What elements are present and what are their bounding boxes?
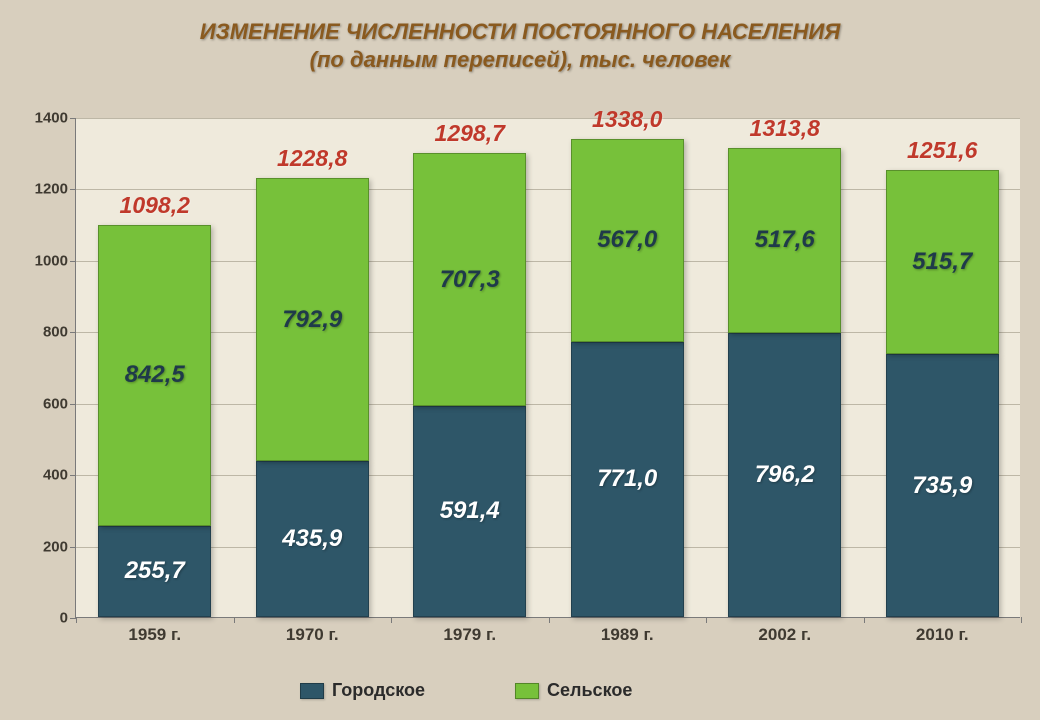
bar-segment-urban: 591,4 bbox=[413, 406, 526, 617]
xtick-mark bbox=[549, 617, 550, 623]
xtick-mark bbox=[706, 617, 707, 623]
plot-area: 0200400600800100012001400255,7842,51098,… bbox=[75, 118, 1020, 618]
bar-value-urban: 435,9 bbox=[282, 525, 342, 553]
bar-value-rural: 842,5 bbox=[125, 361, 185, 389]
ytick-mark bbox=[70, 404, 76, 405]
bar-group: 796,2 517,6 1313,8 bbox=[728, 118, 841, 617]
bar-segment-urban: 435,9 bbox=[256, 461, 369, 617]
bar-group: 435,9 792,9 1228,8 bbox=[256, 118, 369, 617]
bar-segment-rural: 517,6 bbox=[728, 148, 841, 333]
legend-label: Городское bbox=[332, 680, 425, 701]
bar-segment-rural: 792,9 bbox=[256, 178, 369, 461]
ytick-label: 600 bbox=[43, 395, 68, 412]
chart-title: ИЗМЕНЕНИЕ ЧИСЛЕННОСТИ ПОСТОЯННОГО НАСЕЛЕ… bbox=[0, 18, 1040, 73]
legend: Городское Сельское bbox=[300, 680, 632, 701]
xtick-label: 1959 г. bbox=[128, 625, 181, 645]
ytick-label: 0 bbox=[60, 610, 68, 627]
xtick-label: 2010 г. bbox=[916, 625, 969, 645]
ytick-mark bbox=[70, 261, 76, 262]
bar-value-urban: 735,9 bbox=[912, 472, 972, 500]
bar-group: 771,0567,01338,0 bbox=[571, 118, 684, 617]
legend-item: Сельское bbox=[515, 680, 632, 701]
bar-segment-urban: 735,9 bbox=[886, 354, 999, 617]
bar-value-urban: 796,2 bbox=[755, 461, 815, 489]
ytick-label: 200 bbox=[43, 538, 68, 555]
bar-value-rural: 567,0 bbox=[597, 226, 657, 254]
bar-total-label: 1251,6 bbox=[907, 137, 977, 164]
legend-item: Городское bbox=[300, 680, 425, 701]
legend-swatch bbox=[515, 683, 539, 699]
bar-total-label: 1298,7 bbox=[435, 120, 505, 147]
bar-value-rural: 707,3 bbox=[440, 266, 500, 294]
ytick-mark bbox=[70, 332, 76, 333]
legend-swatch bbox=[300, 683, 324, 699]
bar-segment-rural: 515,7 bbox=[886, 170, 999, 354]
bar-total-label: 1098,2 bbox=[120, 192, 190, 219]
xtick-label: 2002 г. bbox=[758, 625, 811, 645]
bar-value-rural: 517,6 bbox=[755, 226, 815, 254]
ytick-label: 400 bbox=[43, 467, 68, 484]
bar-total-label: 1338,0 bbox=[592, 106, 662, 133]
ytick-label: 1400 bbox=[35, 110, 68, 127]
xtick-mark bbox=[1021, 617, 1022, 623]
xtick-mark bbox=[391, 617, 392, 623]
chart-title-line2: (по данным переписей), тыс. человек bbox=[0, 46, 1040, 74]
bar-value-urban: 255,7 bbox=[125, 557, 185, 585]
xtick-label: 1970 г. bbox=[286, 625, 339, 645]
ytick-mark bbox=[70, 475, 76, 476]
chart-title-line1: ИЗМЕНЕНИЕ ЧИСЛЕННОСТИ ПОСТОЯННОГО НАСЕЛЕ… bbox=[0, 18, 1040, 46]
xtick-label: 1989 г. bbox=[601, 625, 654, 645]
gridline bbox=[76, 189, 1020, 190]
bar-segment-rural: 567,0 bbox=[571, 139, 684, 342]
gridline bbox=[76, 475, 1020, 476]
ytick-mark bbox=[70, 118, 76, 119]
bar-total-label: 1313,8 bbox=[750, 115, 820, 142]
bar-segment-urban: 796,2 bbox=[728, 333, 841, 617]
gridline bbox=[76, 118, 1020, 119]
ytick-label: 1000 bbox=[35, 252, 68, 269]
bar-value-rural: 515,7 bbox=[912, 248, 972, 276]
bar-value-rural: 792,9 bbox=[282, 306, 342, 334]
gridline bbox=[76, 332, 1020, 333]
xtick-label: 1979 г. bbox=[443, 625, 496, 645]
ytick-mark bbox=[70, 547, 76, 548]
bar-group: 735,9 515,7 1251,6 bbox=[886, 118, 999, 617]
bar-segment-rural: 707,3 bbox=[413, 153, 526, 406]
bar-segment-urban: 255,7 bbox=[98, 526, 211, 617]
bar-segment-urban: 771,0 bbox=[571, 342, 684, 617]
ytick-label: 800 bbox=[43, 324, 68, 341]
page-root: ИЗМЕНЕНИЕ ЧИСЛЕННОСТИ ПОСТОЯННОГО НАСЕЛЕ… bbox=[0, 0, 1040, 720]
bar-group: 591,4 707,3 1298,7 bbox=[413, 118, 526, 617]
gridline bbox=[76, 547, 1020, 548]
xtick-mark bbox=[864, 617, 865, 623]
bar-value-urban: 771,0 bbox=[597, 465, 657, 493]
xtick-mark bbox=[76, 617, 77, 623]
bar-total-label: 1228,8 bbox=[277, 145, 347, 172]
bar-group: 255,7 842,5 1098,2 bbox=[98, 118, 211, 617]
gridline bbox=[76, 261, 1020, 262]
bar-segment-rural: 842,5 bbox=[98, 225, 211, 526]
gridline bbox=[76, 404, 1020, 405]
xtick-mark bbox=[234, 617, 235, 623]
legend-label: Сельское bbox=[547, 680, 632, 701]
ytick-mark bbox=[70, 189, 76, 190]
bar-value-urban: 591,4 bbox=[440, 497, 500, 525]
ytick-label: 1200 bbox=[35, 181, 68, 198]
